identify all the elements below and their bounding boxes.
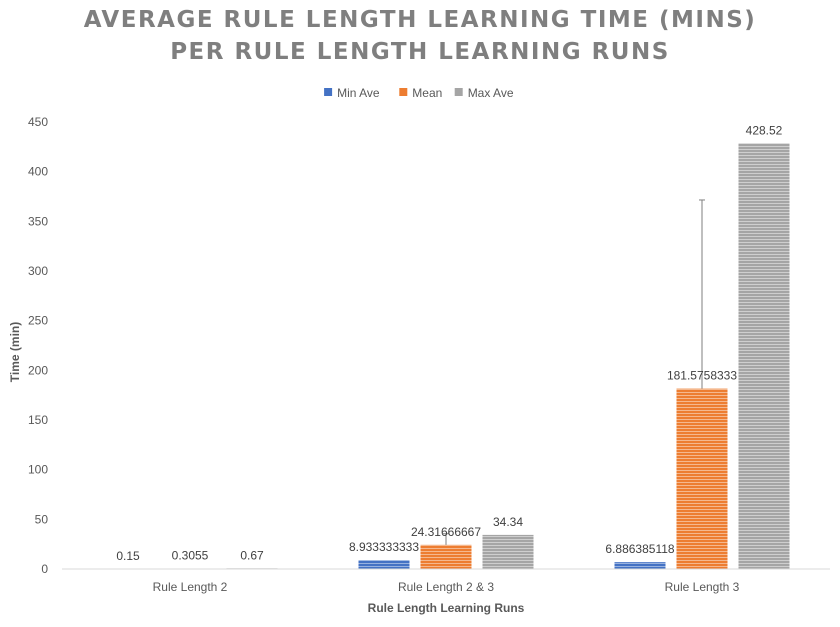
data-label-mean-rule-length-2: 0.3055: [172, 549, 209, 563]
x-axis: Rule Length 2 Rule Length 2 & 3 Rule Lengt…: [62, 568, 830, 594]
x-axis-label: Rule Length Learning Runs: [368, 601, 525, 615]
legend-swatch-mean: [399, 88, 408, 96]
bars: 0.15 8.933333333 6.886385118 0.3055 24.31666…: [116, 123, 790, 570]
chart-title: AVERAGE RULE LENGTH LEARNING TIME (MINS)…: [0, 4, 840, 68]
data-label-min-ave-rule-length-2: 0.15: [116, 549, 140, 563]
data-label-max-ave-rule-length-3: 428.52: [746, 123, 783, 137]
legend: Min Ave Mean Max Ave: [324, 86, 514, 100]
bar-max-ave-rule-length-3: [738, 143, 790, 570]
chart-title-line2: PER RULE LENGTH LEARNING RUNS: [170, 39, 670, 65]
bar-min-ave-rule-length-3: [614, 562, 666, 569]
y-tick-label: 300: [28, 264, 48, 278]
bar-max-ave-rule-length-2-3: [482, 534, 534, 569]
y-tick-label: 0: [41, 562, 48, 576]
y-tick-label: 200: [28, 363, 48, 377]
y-tick-label: 350: [28, 214, 48, 228]
y-tick-label: 150: [28, 413, 48, 427]
data-label-max-ave-rule-length-2-3: 34.34: [493, 515, 523, 529]
y-tick-label: 400: [28, 165, 48, 179]
y-axis: 0 50 100 150 200 250 300 350 400 450: [28, 115, 48, 576]
y-tick-label: 450: [28, 115, 48, 129]
x-tick-label: Rule Length 2: [153, 580, 228, 594]
y-axis-label: Time (min): [8, 322, 22, 382]
legend-label-max-ave: Max Ave: [468, 86, 514, 100]
data-label-max-ave-rule-length-2: 0.67: [240, 548, 264, 562]
y-tick-label: 100: [28, 463, 48, 477]
legend-label-min-ave: Min Ave: [337, 86, 380, 100]
legend-swatch-min-ave: [324, 88, 333, 96]
bar-mean-rule-length-3: [676, 388, 728, 569]
x-tick-label: Rule Length 2 & 3: [398, 580, 494, 594]
data-label-mean-rule-length-3: 181.5758333: [667, 369, 737, 383]
data-label-mean-rule-length-2-3: 24.31666667: [411, 525, 481, 539]
y-tick-label: 250: [28, 314, 48, 328]
chart-title-line1: AVERAGE RULE LENGTH LEARNING TIME (MINS): [83, 7, 757, 33]
legend-swatch-max-ave: [454, 88, 463, 96]
bar-mean-rule-length-2-3: [420, 544, 472, 569]
legend-label-mean: Mean: [412, 86, 442, 100]
data-label-min-ave-rule-length-2-3: 8.933333333: [349, 540, 419, 554]
bar-min-ave-rule-length-2-3: [358, 560, 410, 569]
x-tick-label: Rule Length 3: [665, 580, 740, 594]
data-label-min-ave-rule-length-3: 6.886385118: [605, 542, 675, 556]
y-tick-label: 50: [35, 512, 49, 526]
